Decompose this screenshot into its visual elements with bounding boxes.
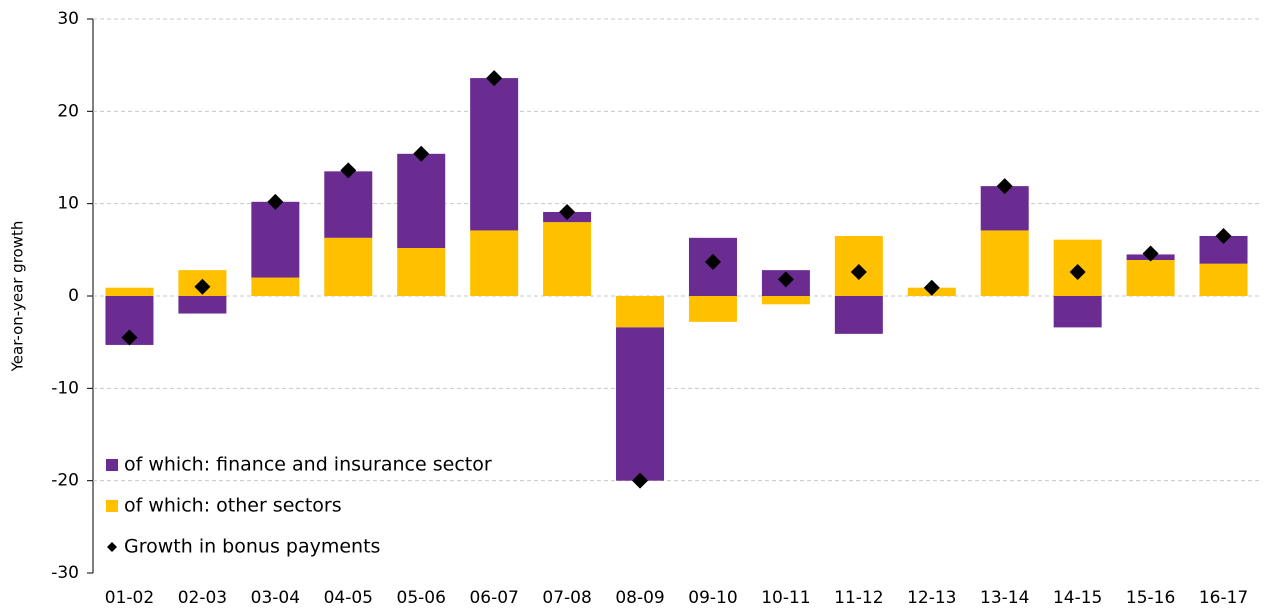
legend-swatch — [106, 459, 118, 471]
bar — [470, 78, 519, 231]
bar — [1053, 296, 1102, 328]
x-tick-label: 03-04 — [251, 588, 300, 608]
marker — [1215, 227, 1232, 244]
bar — [397, 247, 446, 296]
marker — [194, 278, 211, 295]
bar — [616, 296, 665, 328]
y-axis-label: Year-on-year growth — [9, 221, 27, 373]
x-tick-label: 10-11 — [761, 588, 810, 608]
x-tick-label: 07-08 — [542, 588, 591, 608]
bar — [543, 222, 592, 296]
legend-label: of which: finance and insurance sector — [124, 454, 492, 476]
marker — [923, 279, 940, 296]
marker — [559, 203, 576, 220]
x-tick-label: 14-15 — [1053, 588, 1102, 608]
x-tick-label: 08-09 — [615, 588, 664, 608]
bar — [105, 287, 154, 296]
marker — [486, 70, 503, 87]
bar — [980, 230, 1029, 296]
x-tick-label: 11-12 — [834, 588, 883, 608]
legend-marker — [107, 542, 117, 552]
bar — [688, 296, 737, 322]
bar — [470, 230, 519, 296]
bar — [1199, 263, 1248, 296]
bar — [761, 296, 810, 305]
marker — [267, 193, 284, 210]
marker — [340, 162, 357, 179]
marker — [632, 472, 649, 489]
marker — [704, 253, 721, 270]
x-tick-label: 02-03 — [178, 588, 227, 608]
x-tick-label: 09-10 — [688, 588, 737, 608]
x-tick-label: 04-05 — [324, 588, 373, 608]
y-tick-label: 30 — [57, 9, 79, 29]
legend-label: of which: other sectors — [124, 495, 342, 517]
marker — [1142, 245, 1159, 262]
bar — [324, 237, 373, 296]
bar — [1126, 259, 1175, 296]
bar — [251, 277, 300, 296]
bar — [324, 171, 373, 238]
y-tick-label: -20 — [51, 471, 79, 491]
x-tick-label: 15-16 — [1126, 588, 1175, 608]
y-tick-label: -30 — [51, 563, 79, 583]
y-tick-label: 0 — [68, 286, 79, 306]
y-tick-label: -10 — [51, 378, 79, 398]
marker — [850, 263, 867, 280]
bar — [616, 327, 665, 481]
x-tick-label: 16-17 — [1199, 588, 1248, 608]
legend-label: Growth in bonus payments — [124, 536, 380, 558]
bar — [251, 201, 300, 278]
marker — [121, 329, 138, 346]
legend-swatch — [106, 500, 118, 512]
bar — [397, 153, 446, 248]
marker — [1069, 263, 1086, 280]
y-tick-label: 10 — [57, 194, 79, 214]
x-tick-label: 01-02 — [105, 588, 154, 608]
y-tick-label: 20 — [57, 101, 79, 121]
x-tick-label: 06-07 — [469, 588, 518, 608]
x-tick-label: 12-13 — [907, 588, 956, 608]
bar — [178, 296, 227, 314]
marker — [777, 271, 794, 288]
marker — [996, 178, 1013, 195]
bar — [834, 296, 883, 334]
x-tick-label: 05-06 — [397, 588, 446, 608]
marker — [413, 145, 430, 162]
x-tick-label: 13-14 — [980, 588, 1029, 608]
